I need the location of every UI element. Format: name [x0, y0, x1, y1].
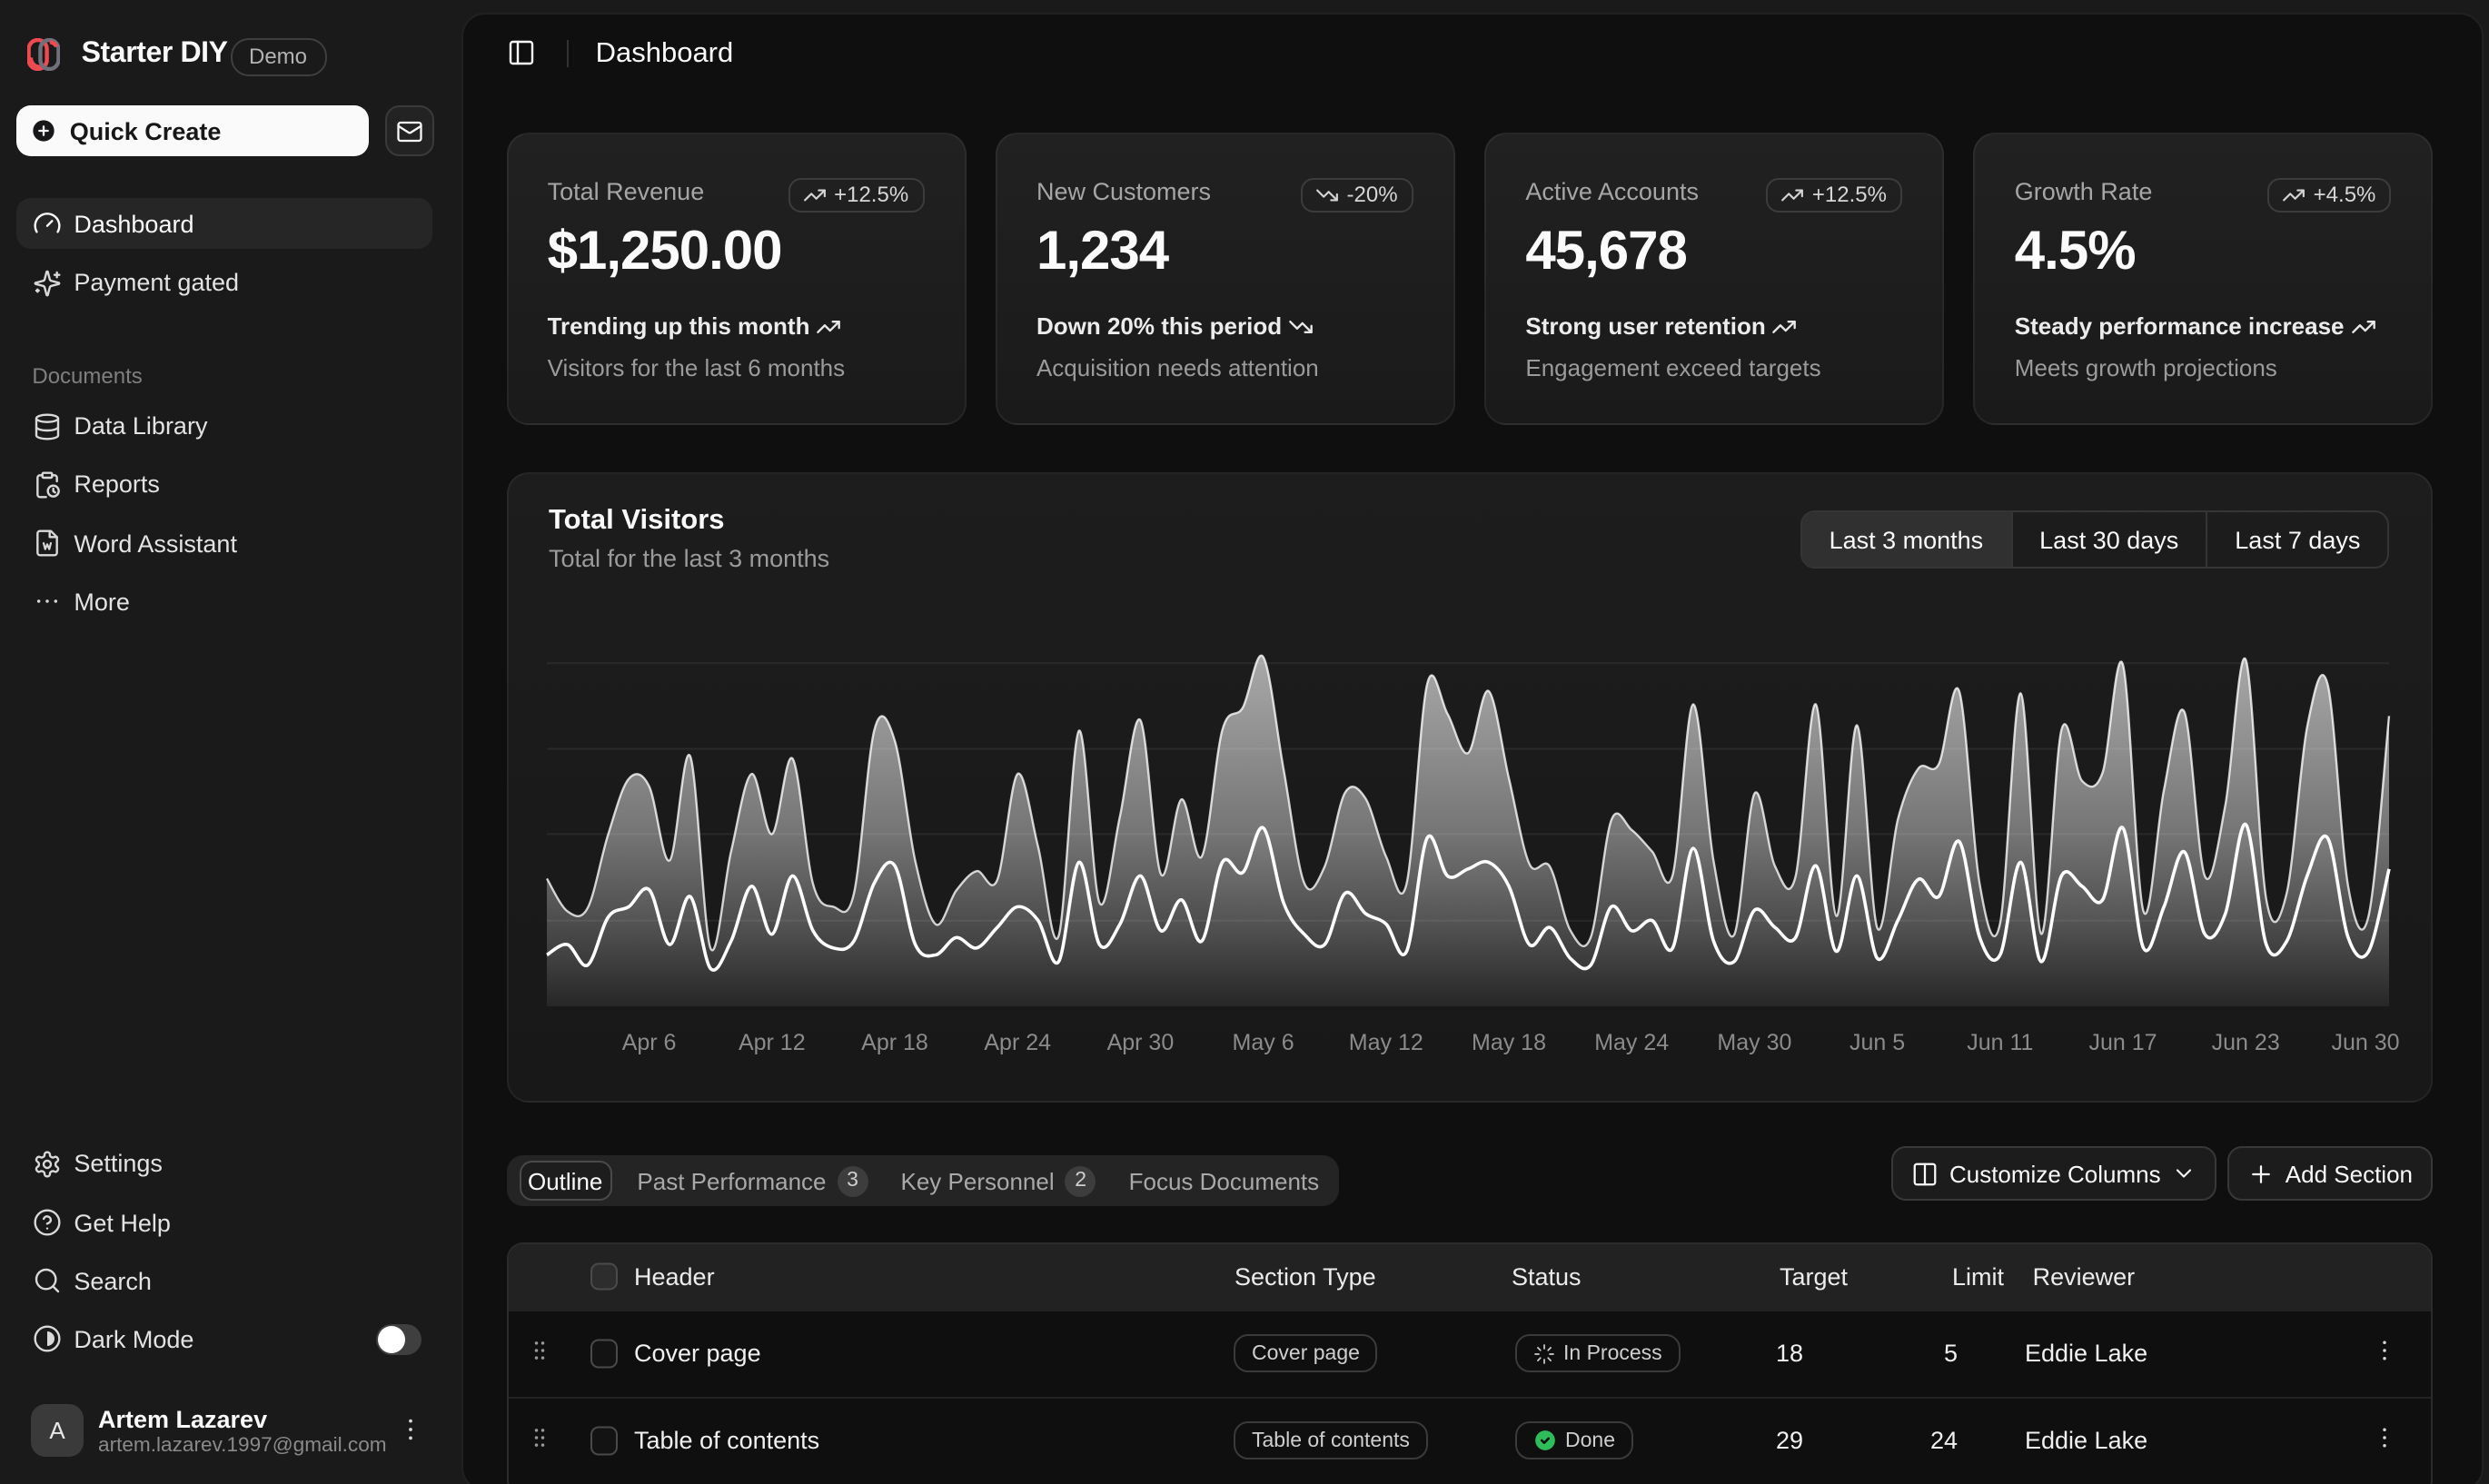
svg-text:May 12: May 12: [1349, 1030, 1423, 1055]
svg-text:Apr 18: Apr 18: [861, 1030, 928, 1055]
svg-text:Apr 12: Apr 12: [739, 1030, 806, 1055]
svg-text:Jun 11: Jun 11: [1967, 1030, 2033, 1055]
svg-text:Apr 24: Apr 24: [984, 1030, 1051, 1055]
svg-text:Jun 30: Jun 30: [2331, 1030, 2399, 1055]
svg-text:May 6: May 6: [1233, 1030, 1294, 1055]
svg-text:Apr 6: Apr 6: [622, 1030, 677, 1055]
svg-text:Jun 17: Jun 17: [2088, 1030, 2157, 1055]
svg-text:May 24: May 24: [1594, 1030, 1669, 1055]
svg-text:May 30: May 30: [1717, 1030, 1791, 1055]
svg-text:May 18: May 18: [1472, 1030, 1546, 1055]
svg-text:Jun 23: Jun 23: [2212, 1030, 2280, 1055]
svg-text:Apr 30: Apr 30: [1107, 1030, 1175, 1055]
svg-text:Jun 5: Jun 5: [1849, 1030, 1905, 1055]
